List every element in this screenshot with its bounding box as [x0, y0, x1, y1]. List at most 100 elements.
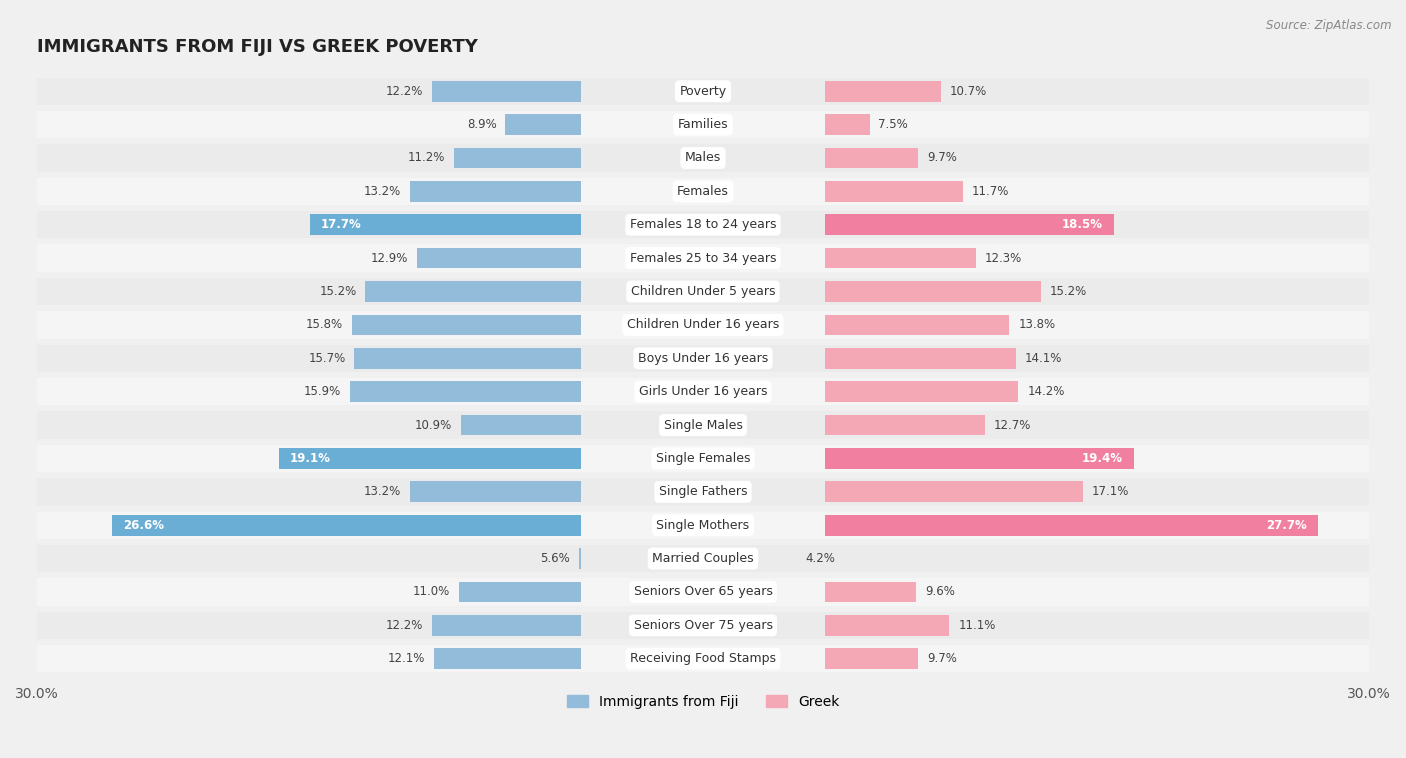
- Text: Single Females: Single Females: [655, 452, 751, 465]
- Text: Single Mothers: Single Mothers: [657, 518, 749, 531]
- Text: Girls Under 16 years: Girls Under 16 years: [638, 385, 768, 398]
- Bar: [579, 548, 581, 569]
- Bar: [37, 478, 1369, 506]
- Text: 14.2%: 14.2%: [1028, 385, 1064, 398]
- Text: Seniors Over 75 years: Seniors Over 75 years: [634, 619, 772, 632]
- Text: 8.9%: 8.9%: [467, 118, 496, 131]
- Text: Females 25 to 34 years: Females 25 to 34 years: [630, 252, 776, 265]
- Bar: [366, 281, 581, 302]
- Text: 13.2%: 13.2%: [364, 185, 401, 198]
- Text: 13.8%: 13.8%: [1018, 318, 1056, 331]
- Text: 14.1%: 14.1%: [1025, 352, 1063, 365]
- Bar: [825, 348, 1017, 368]
- Text: 15.2%: 15.2%: [1049, 285, 1087, 298]
- Bar: [434, 648, 581, 669]
- Text: 26.6%: 26.6%: [124, 518, 165, 531]
- Bar: [411, 181, 581, 202]
- Legend: Immigrants from Fiji, Greek: Immigrants from Fiji, Greek: [561, 689, 845, 714]
- Bar: [825, 415, 986, 435]
- Text: Boys Under 16 years: Boys Under 16 years: [638, 352, 768, 365]
- Bar: [825, 281, 1040, 302]
- Text: 11.2%: 11.2%: [408, 152, 446, 164]
- Bar: [825, 581, 917, 603]
- Text: 10.7%: 10.7%: [949, 85, 987, 98]
- Text: 13.2%: 13.2%: [364, 485, 401, 498]
- Bar: [354, 348, 581, 368]
- Bar: [37, 412, 1369, 439]
- Bar: [825, 181, 963, 202]
- Bar: [825, 448, 1133, 468]
- Text: Families: Families: [678, 118, 728, 131]
- Bar: [825, 615, 949, 636]
- Bar: [37, 578, 1369, 606]
- Bar: [461, 415, 581, 435]
- Bar: [37, 545, 1369, 572]
- Text: 11.7%: 11.7%: [972, 185, 1010, 198]
- Text: 12.3%: 12.3%: [986, 252, 1022, 265]
- Bar: [825, 148, 918, 168]
- Bar: [825, 315, 1010, 335]
- Bar: [37, 111, 1369, 138]
- Bar: [278, 448, 581, 468]
- Text: 11.0%: 11.0%: [412, 585, 450, 599]
- Bar: [825, 381, 1018, 402]
- Text: IMMIGRANTS FROM FIJI VS GREEK POVERTY: IMMIGRANTS FROM FIJI VS GREEK POVERTY: [37, 38, 478, 56]
- Text: 15.9%: 15.9%: [304, 385, 342, 398]
- Text: 12.7%: 12.7%: [994, 418, 1031, 431]
- Bar: [352, 315, 581, 335]
- Text: Single Fathers: Single Fathers: [659, 485, 747, 498]
- Text: 9.7%: 9.7%: [928, 152, 957, 164]
- Text: Children Under 5 years: Children Under 5 years: [631, 285, 775, 298]
- Text: Source: ZipAtlas.com: Source: ZipAtlas.com: [1267, 19, 1392, 32]
- Text: 9.7%: 9.7%: [928, 652, 957, 666]
- Bar: [825, 481, 1083, 502]
- Text: Children Under 16 years: Children Under 16 years: [627, 318, 779, 331]
- Text: 27.7%: 27.7%: [1267, 518, 1308, 531]
- Text: Poverty: Poverty: [679, 85, 727, 98]
- Text: 15.8%: 15.8%: [307, 318, 343, 331]
- Text: 12.9%: 12.9%: [370, 252, 408, 265]
- Bar: [416, 248, 581, 268]
- Bar: [37, 512, 1369, 539]
- Bar: [411, 481, 581, 502]
- Text: Receiving Food Stamps: Receiving Food Stamps: [630, 652, 776, 666]
- Bar: [505, 114, 581, 135]
- Text: 18.5%: 18.5%: [1062, 218, 1102, 231]
- Bar: [825, 215, 1114, 235]
- Text: Married Couples: Married Couples: [652, 552, 754, 565]
- Text: 17.7%: 17.7%: [321, 218, 361, 231]
- Bar: [37, 211, 1369, 239]
- Bar: [112, 515, 581, 536]
- Bar: [37, 278, 1369, 305]
- Bar: [432, 615, 581, 636]
- Bar: [37, 312, 1369, 339]
- Bar: [825, 648, 918, 669]
- Text: 4.2%: 4.2%: [806, 552, 835, 565]
- Bar: [825, 114, 869, 135]
- Text: 12.2%: 12.2%: [385, 619, 423, 632]
- Text: 10.9%: 10.9%: [415, 418, 453, 431]
- Text: 15.2%: 15.2%: [319, 285, 357, 298]
- Text: 12.1%: 12.1%: [388, 652, 426, 666]
- Text: 5.6%: 5.6%: [540, 552, 569, 565]
- Text: Males: Males: [685, 152, 721, 164]
- Text: 7.5%: 7.5%: [879, 118, 908, 131]
- Text: 15.7%: 15.7%: [308, 352, 346, 365]
- Bar: [37, 177, 1369, 205]
- Text: Seniors Over 65 years: Seniors Over 65 years: [634, 585, 772, 599]
- Text: 17.1%: 17.1%: [1091, 485, 1129, 498]
- Bar: [309, 215, 581, 235]
- Bar: [37, 244, 1369, 272]
- Bar: [825, 515, 1317, 536]
- Bar: [37, 77, 1369, 105]
- Text: 19.4%: 19.4%: [1081, 452, 1122, 465]
- Bar: [37, 378, 1369, 406]
- Text: Single Males: Single Males: [664, 418, 742, 431]
- Text: Females: Females: [678, 185, 728, 198]
- Bar: [825, 248, 976, 268]
- Bar: [454, 148, 581, 168]
- Text: 9.6%: 9.6%: [925, 585, 955, 599]
- Text: Females 18 to 24 years: Females 18 to 24 years: [630, 218, 776, 231]
- Bar: [37, 612, 1369, 639]
- Text: 12.2%: 12.2%: [385, 85, 423, 98]
